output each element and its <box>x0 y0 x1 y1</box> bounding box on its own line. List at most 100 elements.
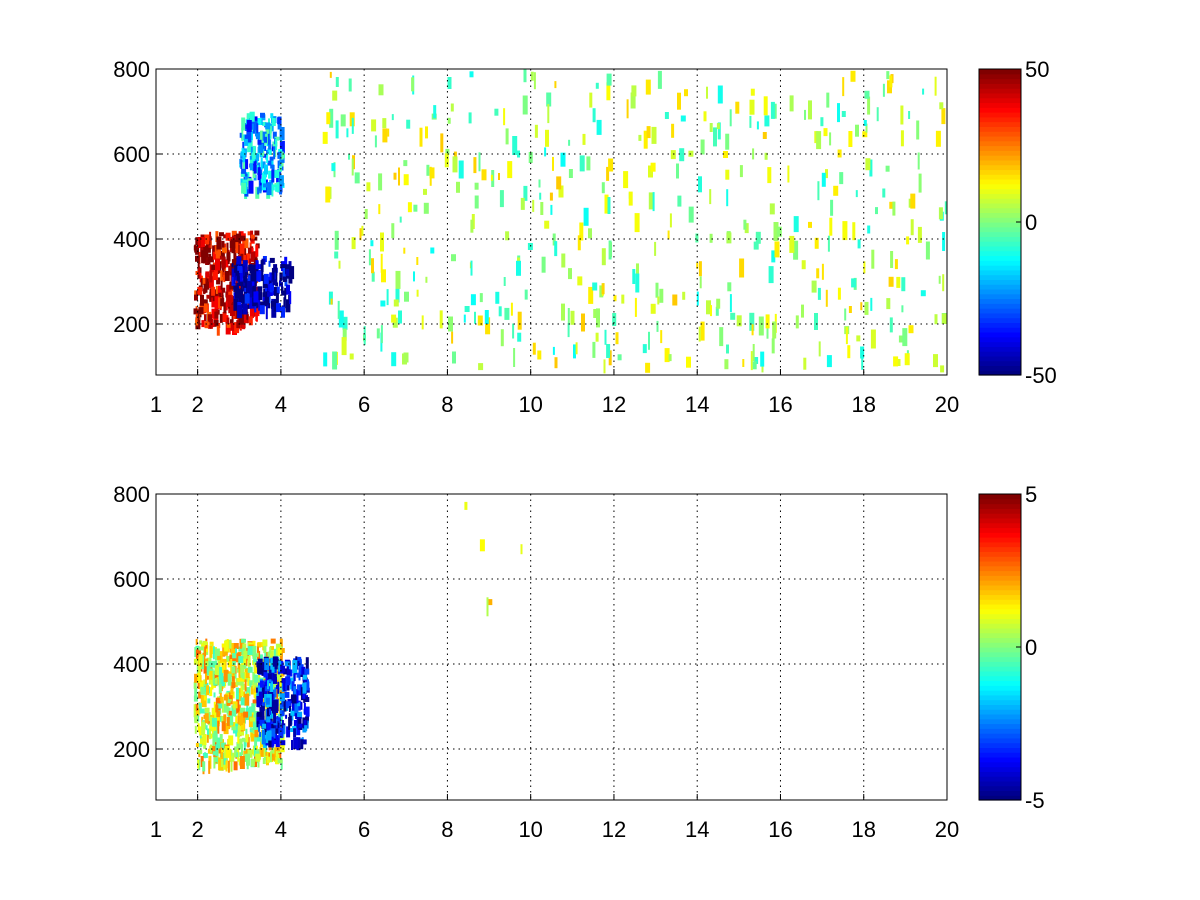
heatmap-cell <box>771 250 776 263</box>
heatmap-cell <box>717 85 723 104</box>
heatmap-cell <box>289 706 291 712</box>
colorbar-segment <box>979 312 1021 319</box>
heatmap-cell <box>577 235 581 251</box>
heatmap-cell <box>709 233 713 243</box>
heatmap-cell <box>221 742 227 750</box>
colorbar-segment <box>979 623 1021 629</box>
heatmap-cell <box>239 681 244 686</box>
heatmap-cell <box>269 646 272 654</box>
heatmap-cell <box>440 133 444 153</box>
heatmap-cell <box>212 268 218 281</box>
heatmap-cell <box>288 713 292 727</box>
heatmap-cell <box>416 257 419 265</box>
heatmap-cell <box>258 719 261 732</box>
heatmap-cell <box>202 734 207 745</box>
bottom-grid-lines <box>156 493 947 800</box>
heatmap-cell <box>758 316 764 336</box>
heatmap-cell <box>302 682 307 694</box>
heatmap-cell <box>300 739 304 750</box>
heatmap-cell <box>273 146 276 160</box>
heatmap-cell <box>288 275 293 284</box>
heatmap-cell <box>273 676 277 684</box>
heatmap-cell <box>224 266 227 271</box>
colorbar-segment <box>979 155 1021 161</box>
heatmap-cell <box>217 655 222 660</box>
heatmap-cell <box>266 751 270 763</box>
heatmap-cell <box>272 279 277 286</box>
heatmap-cell <box>262 172 267 180</box>
heatmap-cell <box>198 665 202 678</box>
heatmap-cell <box>286 726 291 738</box>
heatmap-cell <box>530 71 534 81</box>
heatmap-cell <box>203 641 208 646</box>
heatmap-cell <box>233 250 237 260</box>
heatmap-cell <box>233 272 236 284</box>
heatmap-cell <box>257 118 262 125</box>
heatmap-cell <box>273 700 279 713</box>
heatmap-cell <box>664 348 670 363</box>
heatmap-cell <box>918 173 922 193</box>
heatmap-cell <box>220 677 224 687</box>
heatmap-cell <box>262 139 266 148</box>
heatmap-cell <box>213 251 216 260</box>
heatmap-cell <box>464 501 468 510</box>
heatmap-cell <box>749 115 752 128</box>
heatmap-cell <box>234 746 239 758</box>
heatmap-cell <box>235 687 239 700</box>
heatmap-cell <box>507 161 513 179</box>
colorbar-segment <box>979 513 1021 519</box>
heatmap-cell <box>651 126 657 144</box>
heatmap-cell <box>538 179 541 188</box>
heatmap-cell <box>251 703 255 713</box>
heatmap-cell <box>636 263 639 282</box>
heatmap-cell <box>273 747 277 758</box>
colorbar-segment <box>979 771 1021 777</box>
heatmap-cell <box>672 294 678 306</box>
heatmap-cell <box>391 223 395 239</box>
heatmap-cell <box>867 96 871 115</box>
heatmap-cell <box>752 361 757 370</box>
heatmap-cell <box>811 280 817 293</box>
heatmap-cell <box>231 661 236 666</box>
heatmap-cell <box>725 133 730 150</box>
heatmap-cell <box>244 134 250 142</box>
heatmap-cell <box>270 159 274 166</box>
heatmap-cell <box>875 207 878 215</box>
heatmap-cell <box>212 751 218 756</box>
heatmap-cell <box>700 321 705 341</box>
heatmap-cell <box>236 752 239 758</box>
heatmap-cell <box>456 181 460 193</box>
heatmap-cell <box>942 232 946 251</box>
heatmap-cell <box>552 156 554 171</box>
heatmap-cell <box>606 73 612 86</box>
heatmap-cell <box>247 247 251 254</box>
heatmap-cell <box>212 670 215 684</box>
heatmap-cell <box>259 706 265 720</box>
heatmap-cell <box>916 120 920 140</box>
heatmap-cell <box>634 213 640 233</box>
heatmap-cell <box>860 302 863 311</box>
heatmap-cell <box>270 683 276 692</box>
colorbar-segment <box>979 618 1021 624</box>
heatmap-cell <box>241 647 245 655</box>
heatmap-cell <box>825 289 828 307</box>
heatmap-cell <box>801 260 806 270</box>
heatmap-cell <box>201 277 206 285</box>
colorbar-segment <box>979 713 1021 720</box>
heatmap-cell <box>588 228 592 239</box>
heatmap-cell <box>505 231 510 241</box>
heatmap-cell <box>219 734 223 742</box>
heatmap-cell <box>230 659 233 672</box>
heatmap-cell <box>606 166 610 181</box>
heatmap-cell <box>323 352 328 367</box>
heatmap-cell <box>368 249 371 266</box>
heatmap-cell <box>867 225 871 234</box>
heatmap-cell <box>249 242 252 250</box>
heatmap-cell <box>262 131 267 141</box>
heatmap-cell <box>253 116 258 124</box>
heatmap-cell <box>298 660 302 672</box>
heatmap-cell <box>252 719 258 730</box>
heatmap-cell <box>212 660 217 668</box>
colorbar-segment <box>979 575 1021 581</box>
